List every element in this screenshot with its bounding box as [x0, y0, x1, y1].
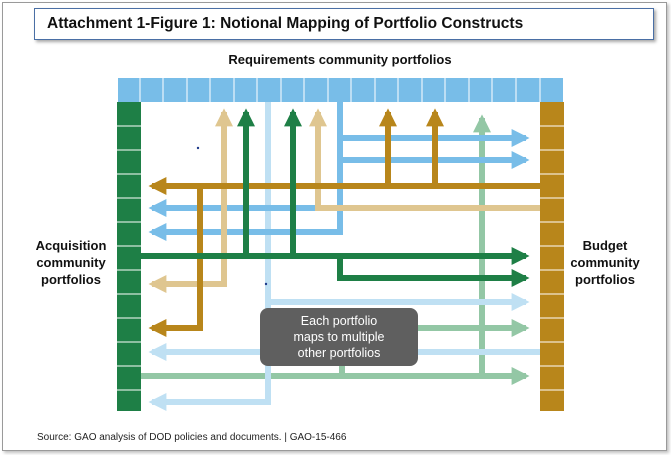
callout-text: Each portfolio maps to multiple other po…	[293, 314, 385, 360]
dot-mark-2	[264, 282, 268, 286]
dark-green-flows	[141, 108, 530, 287]
figure-title: Attachment 1-Figure 1: Notional Mapping …	[47, 15, 524, 32]
tan-flows	[148, 108, 540, 293]
arrow-gold-left-low	[148, 186, 203, 337]
acquisition-bar	[117, 102, 141, 411]
acquisition-label: Acquisition community portfolios	[35, 238, 107, 287]
callout-box	[260, 308, 418, 366]
budget-bar	[540, 102, 564, 411]
arrow-req-to-acq-pale-blue	[148, 102, 271, 411]
requirements-label: Requirements community portfolios	[228, 52, 452, 67]
arrow-budget-to-req-tan	[309, 108, 540, 211]
arrow-dark-green-branch	[337, 256, 530, 287]
budget-label: Budget community portfolios	[570, 238, 640, 287]
arrow-tan-left	[148, 186, 227, 293]
requirements-bar	[118, 78, 563, 102]
dot-mark-1	[196, 146, 200, 150]
source-note: Source: GAO analysis of DOD policies and…	[37, 432, 347, 443]
gold-flows	[148, 108, 540, 337]
arrow-req-to-acq-light-blue	[148, 102, 343, 241]
light-blue-flows	[148, 102, 530, 241]
title-box: Attachment 1-Figure 1: Notional Mapping …	[34, 8, 654, 40]
